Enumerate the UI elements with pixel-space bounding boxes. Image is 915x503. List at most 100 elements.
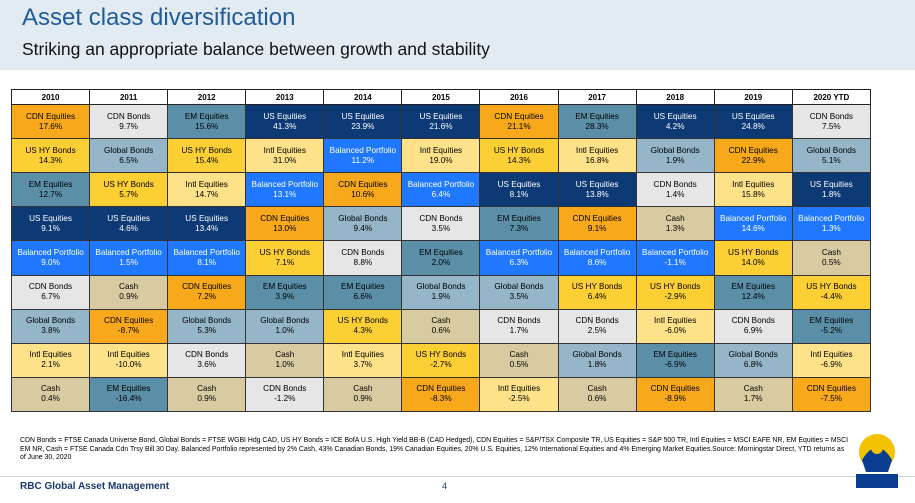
rank-row: EM Equities 12.7% US HY Bonds 5.7% Intl Equi… [10,172,872,208]
asset-class-return: 2.5% [587,326,607,336]
asset-class-name: Cash [509,350,529,360]
asset-class-name: US HY Bonds [337,316,389,326]
asset-cell: CDN Equities 9.1% [557,206,637,242]
asset-cell: Global Bonds 1.9% [635,138,715,174]
asset-cell: CDN Bonds 3.5% [401,206,481,242]
asset-cell: US HY Bonds -4.4% [791,274,872,310]
asset-class-name: Global Bonds [260,316,310,326]
asset-cell: EM Equities 15.6% [167,103,247,140]
asset-class-name: Cash [665,213,685,223]
asset-class-name: Global Bonds [728,350,778,360]
asset-class-name: EM Equities [497,213,541,223]
asset-class-name: Intl Equities [107,350,150,360]
asset-class-return: 3.6% [197,360,217,370]
asset-class-name: EM Equities [419,247,463,257]
asset-class-name: Balanced Portfolio [407,179,475,189]
asset-class-return: -6.9% [664,360,686,370]
asset-class-name: CDN Equities [182,282,232,292]
asset-class-return: 9.4% [353,223,373,233]
asset-class-name: Balanced Portfolio [251,179,318,189]
asset-class-name: EM Equities [653,350,697,360]
asset-cell: EM Equities 2.0% [401,240,481,276]
asset-class-return: -10.0% [115,360,142,370]
asset-cell: Balanced Portfolio -1.1% [635,240,715,276]
asset-class-return: 1.8% [587,360,607,370]
asset-class-name: Intl Equities [575,145,619,155]
asset-class-name: EM Equities [731,282,776,292]
asset-cell: CDN Bonds -1.2% [245,376,325,413]
asset-class-name: CDN Bonds [731,316,775,326]
asset-class-return: 41.3% [273,121,297,131]
asset-class-name: CDN Bonds [497,316,541,326]
returns-table: 2010 2011 2012 2013 2014 2015 2016 2017 2018 2019… [10,89,872,413]
asset-class-return: 0.9% [353,394,373,404]
asset-class-name: Cash [119,282,139,292]
rbc-lion-logo-icon [856,434,898,488]
asset-cell: Global Bonds 5.3% [167,308,247,344]
asset-class-return: -1.1% [664,257,686,267]
asset-class-return: 21.6% [429,121,453,131]
asset-cell: Intl Equities 16.8% [557,138,637,174]
asset-class-return: -6.9% [820,360,843,370]
asset-class-name: Global Bonds [25,316,76,326]
asset-class-return: 5.7% [119,189,138,199]
asset-cell: Balanced Portfolio 8.1% [167,240,247,276]
asset-class-name: Global Bonds [182,316,232,326]
asset-class-return: 0.5% [509,360,529,370]
asset-class-return: 12.7% [38,189,63,199]
asset-cell: US HY Bonds 5.7% [89,172,169,208]
asset-cell: EM Equities 7.3% [479,206,559,242]
rank-row: CDN Equities 17.6% CDN Bonds 9.7% EM Equitie… [10,103,872,140]
asset-class-return: 5.3% [197,326,217,336]
asset-class-name: US HY Bonds [728,247,779,257]
asset-class-name: Global Bonds [650,145,700,155]
asset-cell: Balanced Portfolio 8.6% [557,240,637,276]
asset-cell: US Equities 13.4% [167,206,247,242]
asset-cell: Global Bonds 3.5% [479,274,559,310]
asset-class-return: 10.6% [351,189,375,199]
asset-class-return: -2.5% [508,394,530,404]
asset-class-return: 6.4% [587,292,607,302]
asset-cell: US Equities 1.8% [791,172,872,208]
asset-cell: Cash 1.7% [713,376,793,413]
asset-class-name: CDN Bonds [107,111,151,121]
asset-class-name: EM Equities [341,282,385,292]
asset-class-return: 15.4% [195,155,219,165]
asset-class-name: Balanced Portfolio [17,247,84,257]
asset-class-return: 1.5% [119,257,138,267]
asset-cell: Global Bonds 1.8% [557,342,637,378]
asset-class-return: 3.5% [509,292,529,302]
asset-cell: Cash 0.9% [323,376,403,413]
asset-class-return: 1.4% [665,189,685,199]
asset-cell: Global Bonds 3.8% [10,308,91,344]
asset-class-name: US Equities [419,111,463,121]
asset-cell: US HY Bonds -2.9% [635,274,715,310]
asset-class-name: Intl Equities [185,179,228,189]
asset-cell: Cash 0.9% [167,376,247,413]
asset-cell: CDN Bonds 1.7% [479,308,559,344]
asset-class-return: 2.1% [41,360,60,370]
year-header: 2016 [479,89,559,105]
asset-class-name: US Equities [731,111,775,121]
asset-class-name: Intl Equities [732,179,775,189]
asset-cell: EM Equities 3.9% [245,274,325,310]
asset-class-name: US HY Bonds [649,282,701,292]
asset-class-name: Intl Equities [419,145,463,155]
asset-class-name: CDN Equities [416,384,466,394]
asset-cell: US HY Bonds -2.7% [401,342,481,378]
asset-class-return: 7.2% [197,292,217,302]
asset-class-name: Balanced Portfolio [563,247,631,257]
asset-cell: Global Bonds 1.0% [245,308,325,344]
year-header: 2013 [245,89,325,105]
asset-cell: US Equities 41.3% [245,103,325,140]
year-header-row: 2010 2011 2012 2013 2014 2015 2016 2017 2018 2019… [10,89,872,105]
asset-class-name: Cash [743,384,763,394]
footnote: CDN Bonds = FTSE Canada Universe Bond, G… [20,437,849,462]
asset-class-name: CDN Equities [104,316,154,326]
asset-class-name: Cash [821,247,841,257]
rank-row: CDN Bonds 6.7% Cash 0.9% CDN Equities 7.2% EM … [10,274,872,310]
asset-class-name: Cash [431,316,451,326]
asset-class-return: 1.0% [275,360,295,370]
asset-cell: Balanced Portfolio 6.4% [401,172,481,208]
asset-class-return: 1.0% [275,326,295,336]
